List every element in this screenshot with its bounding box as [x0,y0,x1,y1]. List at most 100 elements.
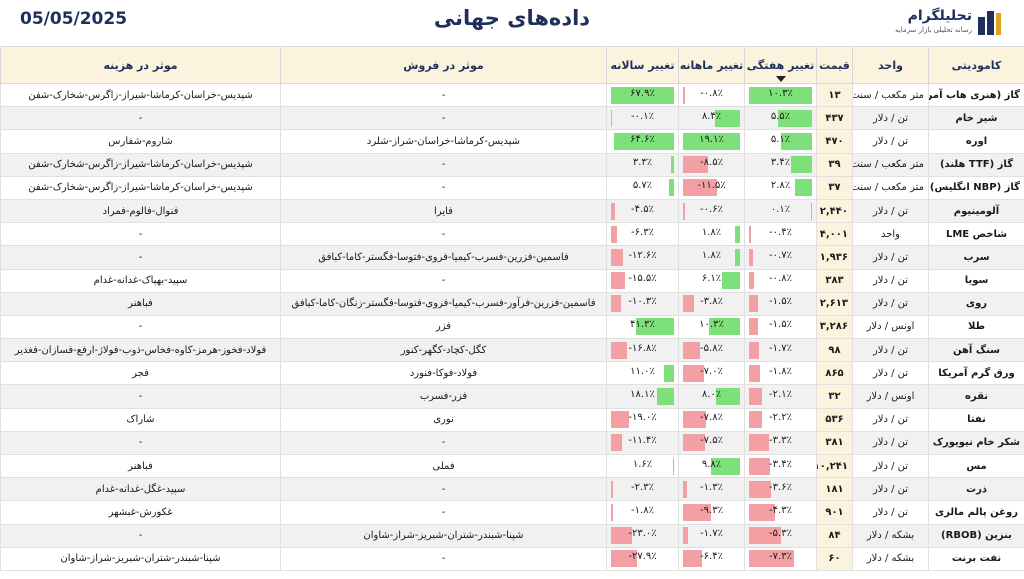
cost-effect-cell: شپدیس-خراسان-کرماشا-شیراز-زاگرس-شخارک-شف… [0,152,281,177]
yearly-change-bar [611,341,627,359]
cost-effect-cell: غکورش-غبشهر [0,500,281,525]
yearly-change-cell: ۱۸.۱٪ [606,384,679,409]
header-price[interactable]: قیمت [816,46,853,84]
unit-cell: واحد [852,222,929,247]
yearly-change-value: -۱۲.۶٪ [628,249,657,261]
weekly-change-cell: -۲.۲٪ [744,407,817,432]
header-commodity[interactable]: کامودیتی [928,46,1024,84]
yearly-bar-wrap: -۱۰.۳٪ [611,294,674,313]
yearly-bar-wrap: ۵.۷٪ [611,178,674,197]
table-row[interactable]: سویا تن / دلار ۳۸۳ -۰.۸٪ ۶.۱٪ -۱۵.۵٪ - سپید-بهپ… [0,268,1024,293]
monthly-change-bar [683,86,686,104]
monthly-bar-wrap: ۹.۸٪ [683,457,740,476]
header-yearly[interactable]: تغییر سالانه [606,46,679,84]
weekly-change-bar [780,132,812,150]
sort-desc-icon[interactable] [775,76,786,82]
weekly-change-cell: -۳.۳٪ [744,430,817,456]
unit-cell: تن / دلار [852,361,929,386]
yearly-change-value: ۳.۳٪ [632,157,653,169]
yearly-bar-wrap: -۱۱.۴٪ [611,433,674,452]
yearly-change-value: -۶.۳٪ [631,226,654,238]
weekly-bar-wrap: -۰.۸٪ [749,271,812,290]
monthly-change-bar [716,388,740,406]
weekly-change-cell: ۳.۴٪ [744,152,817,177]
commodity-name: گاز (TTF هلند) [928,152,1024,177]
weekly-change-cell: -۵.۳٪ [744,523,817,548]
monthly-change-cell: -۸.۵٪ [678,152,745,177]
sales-effect-cell: - [280,477,607,502]
header-cost[interactable]: موثر در هزینه [0,46,281,84]
yearly-change-value: ۱۱.۰٪ [630,365,655,377]
monthly-change-cell: ۱.۸٪ [678,222,745,247]
monthly-change-bar [683,550,703,568]
sales-effect-cell: - [280,546,607,571]
table-row[interactable]: روی تن / دلار ۲,۶۱۳ -۱.۵٪ -۳.۸٪ -۱۰.۳٪ فاسمین-… [0,291,1024,316]
header-weekly[interactable]: تغییر هفتگی [744,46,817,84]
table-row[interactable]: روغن پالم مالزی تن / دلار ۹۰۱ -۴.۳٪ -۹.۳٪ -۱.… [0,500,1024,525]
yearly-change-bar [611,225,617,243]
table-row[interactable]: شاخص LME واحد ۴,۰۰۱ -۰.۴٪ ۱.۸٪ -۶.۳٪ - - [0,222,1024,247]
cost-effect-cell: سپید-بهپاک-غدانه-غدام [0,268,281,293]
price-cell: ۳,۲۸۶ [816,314,853,340]
yearly-change-bar [611,411,629,429]
yearly-change-value: -۱۹.۰٪ [628,412,657,424]
header-monthly[interactable]: تغییر ماهانه [678,46,745,84]
yearly-bar-wrap: -۱.۸٪ [611,503,674,522]
page-title: داده‌های جهانی [433,6,591,30]
table-row[interactable]: گاز (NBP انگلیس) متر مکعب / سنت ۳۷ ۲.۸٪ -۱۱.… [0,175,1024,200]
unit-cell: تن / دلار [852,477,929,502]
yearly-change-value: -۴.۵٪ [631,203,654,215]
cost-effect-cell: - [0,245,281,270]
weekly-change-value: ۵.۱٪ [770,133,791,145]
cost-effect-cell: شاروم-شفارس [0,129,281,154]
weekly-change-value: ۰.۱٪ [770,203,791,215]
commodity-name: شیر خام [928,106,1024,131]
price-cell: ۱,۹۳۶ [816,245,853,270]
table-row[interactable]: شکر خام نیویورک تن / دلار ۳۸۱ -۳.۳٪ -۷.۵٪ -۱۱… [0,430,1024,456]
header-unit[interactable]: واحد [852,46,929,84]
price-cell: ۳۸۳ [816,268,853,293]
table-row[interactable]: آلومینیوم تن / دلار ۲,۴۴۰ ۰.۱٪ -۰.۶٪ -۴.۵٪ فای… [0,198,1024,224]
monthly-change-bar [683,202,685,220]
sales-effect-cell: فزر-فسرب [280,384,607,409]
table-row[interactable]: گاز (TTF هلند) متر مکعب / سنت ۳۹ ۳.۴٪ -۸.۵٪ ۳… [0,152,1024,177]
sales-effect-cell: - [280,82,607,108]
weekly-change-bar [811,202,812,220]
sales-effect-cell: فاسمین-فزرین-فسرب-کیمیا-فروی-فتوسا-فگستر… [280,245,607,270]
table-row[interactable]: طلا اونس / دلار ۳,۲۸۶ -۱.۵٪ ۱۰.۳٪ ۴۱.۳٪ فزر - [0,314,1024,340]
table-row[interactable]: ذرت تن / دلار ۱۸۱ -۳.۶٪ -۱.۳٪ -۲.۳٪ - سپید-غگل-… [0,477,1024,502]
unit-cell: تن / دلار [852,198,929,224]
table-row[interactable]: بنزین (RBOB) بشکه / دلار ۸۴ -۵.۳٪ -۱.۷٪ -۲۳.۰… [0,523,1024,548]
weekly-bar-wrap: -۱.۵٪ [749,317,812,336]
table-row[interactable]: ورق گرم آمریکا تن / دلار ۸۶۵ -۱.۸٪ -۷.۰٪ ۱۱.۰… [0,361,1024,386]
header-sales[interactable]: موثر در فروش [280,46,607,84]
table-row[interactable]: سنگ آهن تن / دلار ۹۸ -۱.۷٪ -۵.۸٪ -۱۶.۸٪ کگل-کچ… [0,338,1024,363]
table-row[interactable]: نفت برنت بشکه / دلار ۶۰ -۷.۳٪ -۶.۴٪ -۲۷.۹٪ - شپ… [0,546,1024,571]
table-row[interactable]: نفتا تن / دلار ۵۳۶ -۲.۲٪ -۷.۸٪ -۱۹.۰٪ نوری شارا… [0,407,1024,432]
commodity-name: سرب [928,245,1024,270]
table-row[interactable]: اوره تن / دلار ۴۷۰ ۵.۱٪ ۱۹.۱٪ ۶۴.۶٪ شپدیس-کرما… [0,129,1024,154]
table-row[interactable]: شیر خام تن / دلار ۴۳۷ ۵.۵٪ ۸.۴٪ -۰.۱٪ - - [0,106,1024,131]
sales-effect-cell: فاسمین-فزرین-فرآور-فسرب-کیمیا-فروی-فتوسا… [280,291,607,316]
yearly-change-bar [611,295,621,313]
weekly-change-cell: -۴.۳٪ [744,500,817,525]
yearly-change-cell: ۱۱.۰٪ [606,361,679,386]
table-row[interactable]: مس تن / دلار ۱۰,۲۴۱ -۳.۴٪ ۹.۸٪ ۱.۶٪ فملی فباهنر [0,453,1024,479]
weekly-bar-wrap: -۱.۷٪ [749,341,812,360]
yearly-change-bar [611,109,612,127]
monthly-change-cell: -۰.۶٪ [678,198,745,224]
sales-effect-cell: - [280,268,607,293]
price-cell: ۲,۴۴۰ [816,198,853,224]
weekly-change-bar [749,225,752,243]
table-row[interactable]: نقره اونس / دلار ۳۲ -۲.۱٪ ۸.۰٪ ۱۸.۱٪ فزر-فسرب - [0,384,1024,409]
weekly-bar-wrap: -۵.۳٪ [749,526,812,545]
weekly-change-cell: -۰.۸٪ [744,268,817,293]
monthly-change-value: -۷.۸٪ [700,412,723,424]
weekly-bar-wrap: ۵.۱٪ [749,132,812,151]
weekly-change-cell: -۱.۵٪ [744,314,817,340]
price-cell: ۳۲ [816,384,853,409]
commodity-name: نفت برنت [928,546,1024,571]
table-row[interactable]: سرب تن / دلار ۱,۹۳۶ -۰.۷٪ ۱.۸٪ -۱۲.۶٪ فاسمین-ف… [0,245,1024,270]
cost-effect-cell: - [0,523,281,548]
